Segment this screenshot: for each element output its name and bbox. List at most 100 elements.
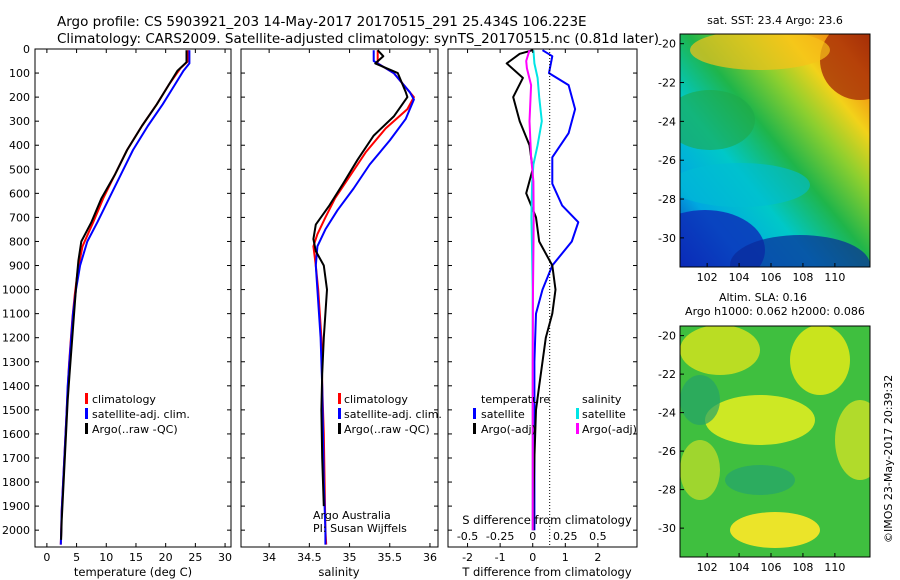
legend-swatch-t-satellite <box>473 408 476 419</box>
series-line-s-argo-adj <box>525 49 535 531</box>
sla-high-patch <box>680 326 760 375</box>
legend-swatch-s-argo <box>576 423 579 434</box>
imos-timestamp: ©IMOS 23-May-2017 20:39:32 <box>882 375 895 543</box>
top-tick-label: 0 <box>529 530 536 543</box>
sst-map-frame <box>679 33 871 268</box>
map-x-tick-label: 102 <box>697 271 718 284</box>
map-x-tick-label: 104 <box>729 271 750 284</box>
legend-swatch-argo <box>338 423 341 434</box>
depth-tick-label: 1000 <box>2 284 30 297</box>
map-x-tick-label: 104 <box>729 561 750 574</box>
legend-label: satellite <box>582 408 626 421</box>
map-x-tick-label: 108 <box>792 561 813 574</box>
legend-swatch-t-argo <box>473 423 476 434</box>
map-x-tick-label: 106 <box>761 561 782 574</box>
map-y-tick-label: -22 <box>658 77 676 90</box>
sla-map-image <box>680 326 870 557</box>
temperature-x-label: temperature (deg C) <box>74 565 192 579</box>
depth-axis: 0 100 200 300 400 500 600 700 800 900 1000 1100 1200… <box>2 43 637 537</box>
sla-high-patch <box>680 440 720 500</box>
top-tick-label: -0.25 <box>486 530 514 543</box>
legend-label: satellite <box>481 408 525 421</box>
x-tick-label: 20 <box>159 551 173 564</box>
legend-label: climatology <box>92 393 156 406</box>
x-tick-label: 0 <box>43 551 50 564</box>
map-y-tick-label: -28 <box>658 193 676 206</box>
legend-label: Argo(..raw -QC) <box>92 423 178 436</box>
depth-tick-label: 100 <box>9 67 30 80</box>
temperature-lines <box>59 50 191 545</box>
salinity-axes <box>240 48 439 548</box>
x-tick-label: 1 <box>562 551 569 564</box>
sla-high-patch <box>790 326 850 395</box>
sla-high-patch <box>835 400 870 480</box>
legend-swatch-s-satellite <box>576 408 579 419</box>
sst-map-ticks: 102 104 106 108 110 -20 -22 -24 -26 -28 -30 <box>658 38 845 284</box>
map-y-tick-label: -20 <box>658 38 676 51</box>
legend-swatch-climatology <box>85 393 88 404</box>
series-line-satellite-adj-clim <box>59 50 191 545</box>
salinity-x-label: salinity <box>318 565 359 579</box>
map-x-tick-label: 106 <box>761 271 782 284</box>
depth-tick-label: 1300 <box>2 356 30 369</box>
x-tick-label: 36 <box>423 551 437 564</box>
x-tick-label: 5 <box>73 551 80 564</box>
x-tick-label: -1 <box>495 551 506 564</box>
map-y-tick-label: -26 <box>658 445 676 458</box>
map-y-tick-label: -28 <box>658 484 676 497</box>
depth-tick-label: 2000 <box>2 524 30 537</box>
legend-label: satellite-adj. clim. <box>344 408 442 421</box>
legend-label: Argo(..raw -QC) <box>344 423 430 436</box>
depth-tick-label: 700 <box>9 211 30 224</box>
credit-text: Argo Australia <box>313 509 391 522</box>
sla-map-title: Altim. SLA: 0.16 <box>719 291 807 304</box>
sst-warm-band <box>690 34 830 70</box>
map-x-tick-label: 110 <box>824 561 845 574</box>
legend-swatch-satellite <box>85 408 88 419</box>
difference-axes <box>447 48 638 548</box>
temperature-legend: climatology satellite-adj. clim. Argo(..… <box>85 393 190 436</box>
map-x-tick-label: 108 <box>792 271 813 284</box>
title-line-1: Argo profile: CS 5903921_203 14-May-2017… <box>57 14 587 30</box>
map-y-tick-label: -30 <box>658 522 676 535</box>
legend-label: Argo(-adj) <box>582 423 637 436</box>
title-line-2: Climatology: CARS2009. Satellite-adjuste… <box>57 31 659 47</box>
series-line-t-satellite <box>533 49 580 531</box>
depth-tick-label: 500 <box>9 163 30 176</box>
legend-swatch-argo <box>85 423 88 434</box>
sst-map-title: sat. SST: 23.4 Argo: 23.6 <box>707 14 843 27</box>
x-tick-label: 25 <box>188 551 202 564</box>
depth-tick-label: 400 <box>9 139 30 152</box>
sla-high-patch <box>705 395 815 445</box>
legend-title-salinity: salinity <box>582 393 622 406</box>
sla-low-patch <box>725 465 795 495</box>
legend-swatch-satellite <box>338 408 341 419</box>
top-tick-label: 0.25 <box>553 530 578 543</box>
legend-label: satellite-adj. clim. <box>92 408 190 421</box>
sla-high-patch <box>730 512 820 548</box>
depth-tick-label: 1500 <box>2 404 30 417</box>
depth-tick-label: 600 <box>9 187 30 200</box>
difference-x-ticks: -2 -1 0 1 2 <box>462 49 601 564</box>
depth-tick-label: 1600 <box>2 428 30 441</box>
map-x-tick-label: 110 <box>824 271 845 284</box>
series-line-argo-raw-qc <box>60 50 188 540</box>
x-tick-label: 30 <box>218 551 232 564</box>
legend-label: climatology <box>344 393 408 406</box>
sla-map-subtitle: Argo h1000: 0.062 h2000: 0.086 <box>685 305 865 318</box>
legend-swatch-climatology <box>338 393 341 404</box>
map-y-tick-label: -30 <box>658 232 676 245</box>
salinity-legend: climatology satellite-adj. clim. Argo(..… <box>338 393 442 436</box>
temperature-x-ticks: 0 5 10 15 20 25 30 <box>43 49 232 564</box>
legend-title-temperature: temperature <box>481 393 550 406</box>
map-y-tick-label: -22 <box>658 368 676 381</box>
sst-cyan-band <box>680 163 810 207</box>
depth-tick-label: 300 <box>9 115 30 128</box>
depth-tick-label: 1900 <box>2 500 30 513</box>
sla-low-patch <box>680 375 720 425</box>
map-y-tick-label: -24 <box>658 407 676 420</box>
series-line-satellite-adj-clim <box>314 50 415 545</box>
sst-map-image <box>680 34 870 267</box>
depth-tick-label: 1400 <box>2 380 30 393</box>
